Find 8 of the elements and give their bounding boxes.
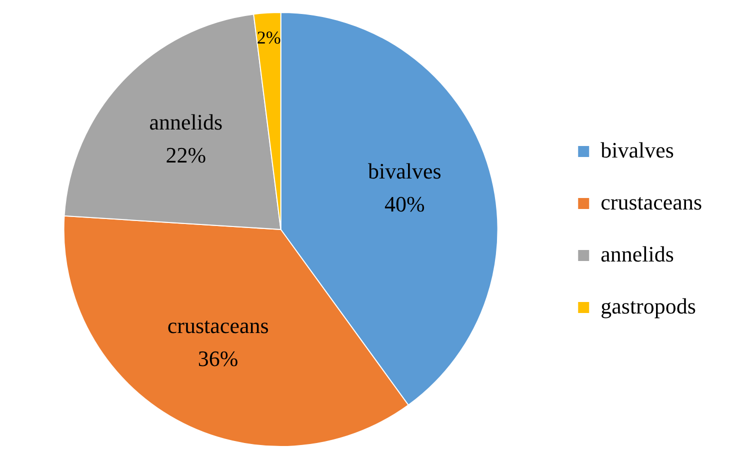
legend-label: bivalves [600,137,674,162]
data-label: crustaceans 36% [167,312,269,371]
legend-label: annelids [600,241,674,266]
legend-label: crustaceans [600,189,702,214]
legend-label: gastropods [600,293,696,318]
data-label: 2% [256,28,281,48]
data-label: annelids 22% [149,110,223,168]
data-label: bivalves 40% [368,158,442,217]
